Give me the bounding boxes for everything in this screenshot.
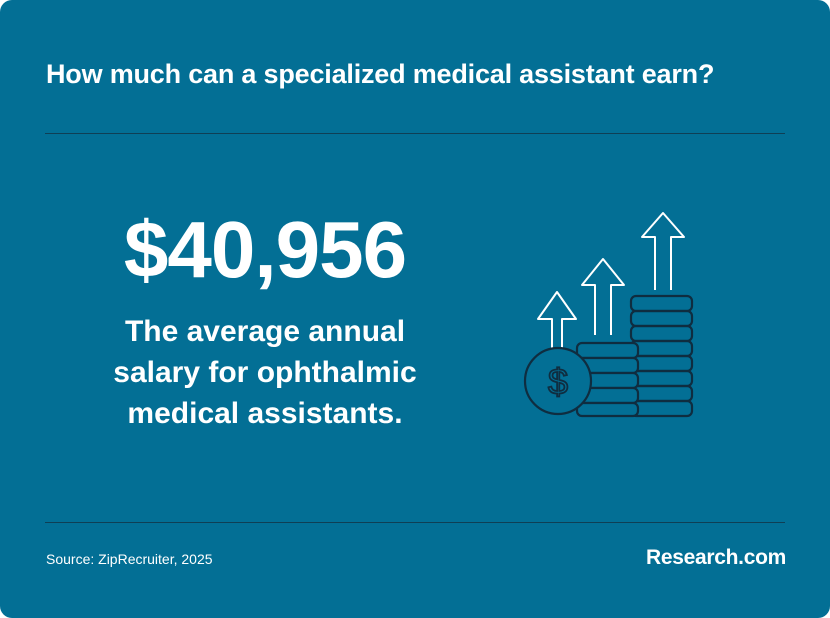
short-coin-stack — [575, 341, 640, 418]
top-divider — [45, 133, 785, 134]
coin-stacks-svg: $ — [523, 212, 694, 418]
large-up-arrow — [641, 212, 685, 290]
medium-up-arrow — [581, 258, 625, 335]
source-note: Source: ZipRecruiter, 2025 — [46, 551, 213, 567]
brand-logo: Research.com — [646, 546, 786, 569]
salary-stat: $40,956 The average annual salary for op… — [60, 205, 470, 434]
small-up-arrow — [537, 291, 577, 350]
salary-caption: The average annual salary for ophthalmic… — [113, 315, 417, 430]
dollar-symbol: $ — [548, 361, 568, 402]
coin-stacks-with-up-arrows-icon: $ — [515, 205, 705, 425]
bottom-divider — [45, 522, 785, 523]
tall-coin-stack — [629, 294, 694, 418]
headline: How much can a specialized medical assis… — [46, 59, 715, 89]
salary-value: $40,956 — [123, 205, 407, 294]
dollar-coin: $ — [523, 346, 593, 416]
